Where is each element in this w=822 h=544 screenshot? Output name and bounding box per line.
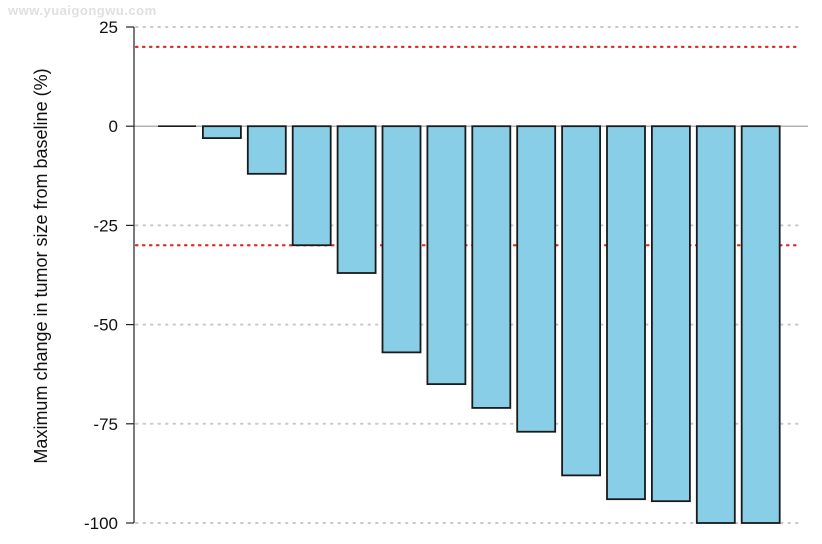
bar bbox=[201, 125, 242, 140]
y-axis: 25 0 -25 -50 -75 -100 bbox=[84, 18, 135, 533]
y-tick-label: 25 bbox=[99, 18, 118, 37]
bar bbox=[246, 125, 287, 175]
bar bbox=[516, 125, 557, 433]
grid-lines bbox=[135, 26, 801, 524]
y-tick-label: -75 bbox=[93, 415, 118, 434]
bar bbox=[381, 125, 422, 354]
bar bbox=[471, 125, 512, 409]
bar bbox=[561, 125, 601, 477]
bar bbox=[740, 125, 781, 524]
bar bbox=[651, 125, 691, 503]
y-tick-label: -100 bbox=[84, 514, 118, 533]
bars bbox=[158, 125, 781, 524]
y-tick-label: -50 bbox=[93, 316, 118, 335]
y-tick-label: -25 bbox=[93, 216, 118, 235]
y-axis-title: Maximum change in tumor size from baseli… bbox=[31, 68, 51, 463]
bar bbox=[606, 125, 646, 501]
bar bbox=[426, 125, 467, 386]
bar bbox=[695, 125, 736, 524]
watermark-text: www.yuaigongwu.com bbox=[7, 3, 157, 18]
y-tick-label: 0 bbox=[109, 117, 118, 136]
bar bbox=[336, 125, 377, 274]
bar bbox=[291, 125, 332, 247]
